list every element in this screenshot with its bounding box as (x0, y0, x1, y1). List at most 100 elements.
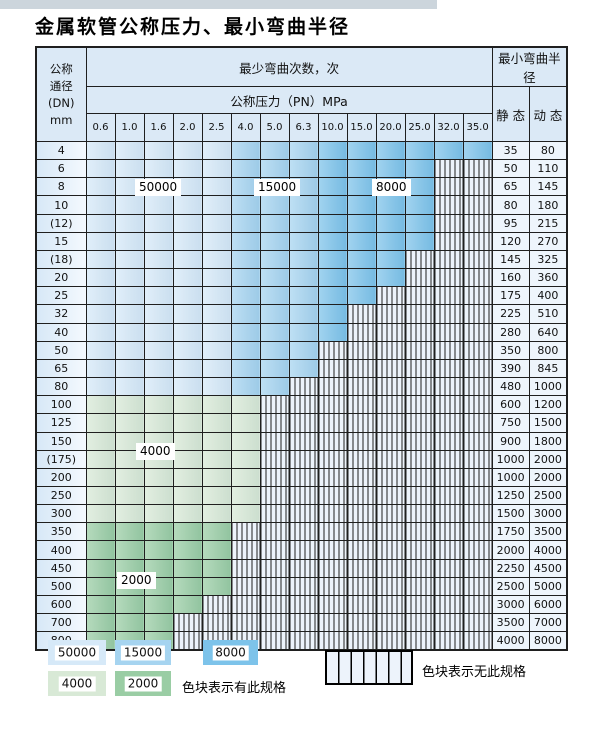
no-spec-cell (462, 449, 493, 469)
dynamic-radius-cell: 2000 (528, 449, 568, 469)
pressure-col-header: 35.0 (462, 113, 493, 142)
spec-cell (259, 140, 290, 161)
spec-cell (230, 395, 261, 415)
no-spec-cell (259, 594, 290, 615)
spec-cell (114, 213, 145, 233)
spec-cell (404, 177, 435, 197)
spec-cell (143, 213, 174, 233)
no-spec-cell (317, 613, 348, 633)
spec-cell (317, 268, 348, 288)
table-row: 65 390 845 (35, 358, 568, 379)
static-radius-cell: 1500 (491, 504, 530, 524)
no-spec-cell (404, 467, 435, 487)
spec-cell (114, 358, 145, 379)
spec-cell (85, 504, 116, 524)
dynamic-radius-cell: 110 (528, 159, 568, 179)
spec-cell (230, 485, 261, 506)
spec-cell (201, 286, 232, 306)
spec-cell (172, 413, 203, 433)
no-spec-cell (346, 395, 377, 415)
no-spec-cell (433, 340, 464, 360)
spec-cell (85, 613, 116, 633)
static-radius-cell: 160 (491, 268, 530, 288)
no-spec-cell (288, 558, 319, 578)
no-spec-cell (433, 631, 464, 651)
spec-cell (172, 231, 203, 251)
no-spec-cell (375, 413, 406, 433)
static-radius-cell: 95 (491, 213, 530, 233)
no-spec-cell (288, 576, 319, 596)
no-spec-cell (259, 431, 290, 451)
static-header: 静 态 (491, 86, 530, 142)
no-spec-cell (317, 631, 348, 651)
spec-cell (288, 340, 319, 360)
no-spec-cell (462, 195, 493, 215)
no-spec-cell (375, 322, 406, 342)
spec-cell (85, 249, 116, 270)
spec-cell (143, 140, 174, 161)
no-spec-cell (346, 322, 377, 342)
spec-cell (172, 431, 203, 451)
legend-swatch-label: 2000 (124, 676, 162, 691)
no-spec-cell (433, 576, 464, 596)
spec-cell (114, 594, 145, 615)
pressure-header: 公称压力（PN）MPa (85, 86, 493, 114)
static-radius-cell: 390 (491, 358, 530, 379)
no-spec-cell (433, 449, 464, 469)
spec-cell (85, 522, 116, 542)
spec-cell (201, 304, 232, 324)
no-spec-cell (317, 449, 348, 469)
spec-cell (172, 522, 203, 542)
dn-cell: 700 (35, 613, 87, 633)
spec-cell (259, 358, 290, 379)
no-spec-cell (375, 594, 406, 615)
spec-cell (172, 249, 203, 270)
bend-radius-header: 最小弯曲半径 (491, 46, 568, 87)
no-spec-cell (172, 631, 203, 651)
spec-cell (201, 195, 232, 215)
region-label-50000: 50000 (135, 179, 182, 196)
spec-cell (288, 213, 319, 233)
spec-cell (201, 485, 232, 506)
spec-cell (259, 195, 290, 215)
spec-cell (114, 268, 145, 288)
static-radius-cell: 1250 (491, 485, 530, 506)
spec-cell (317, 286, 348, 306)
table-row: 300 1500 3000 (35, 504, 568, 524)
static-radius-cell: 225 (491, 304, 530, 324)
pressure-col-header: 10.0 (317, 113, 348, 142)
no-spec-cell (375, 467, 406, 487)
no-spec-cell (288, 395, 319, 415)
no-spec-cell (462, 558, 493, 578)
spec-cell (201, 213, 232, 233)
static-radius-cell: 480 (491, 377, 530, 397)
spec-cell (259, 231, 290, 251)
spec-cell (172, 322, 203, 342)
spec-cell (143, 358, 174, 379)
static-radius-cell: 1750 (491, 522, 530, 542)
spec-cell (172, 594, 203, 615)
no-spec-cell (346, 449, 377, 469)
dn-cell: (12) (35, 213, 87, 233)
static-radius-cell: 2000 (491, 540, 530, 560)
spec-cell (201, 576, 232, 596)
no-spec-cell (462, 522, 493, 542)
spec-cell (230, 377, 261, 397)
spec-cell (143, 159, 174, 179)
table-row: 10 80 180 (35, 195, 568, 215)
table-row: 100 600 1200 (35, 395, 568, 415)
dn-cell: 300 (35, 504, 87, 524)
dynamic-radius-cell: 5000 (528, 576, 568, 596)
no-spec-cell (433, 286, 464, 306)
static-radius-cell: 1000 (491, 449, 530, 469)
spec-cell (201, 177, 232, 197)
no-spec-cell (404, 358, 435, 379)
table-row: 350 1750 3500 (35, 522, 568, 542)
no-spec-cell (288, 631, 319, 651)
no-spec-cell (375, 395, 406, 415)
spec-cell (172, 140, 203, 161)
static-radius-cell: 145 (491, 249, 530, 270)
no-spec-cell (201, 631, 232, 651)
spec-cell (201, 159, 232, 179)
no-spec-cell (404, 304, 435, 324)
